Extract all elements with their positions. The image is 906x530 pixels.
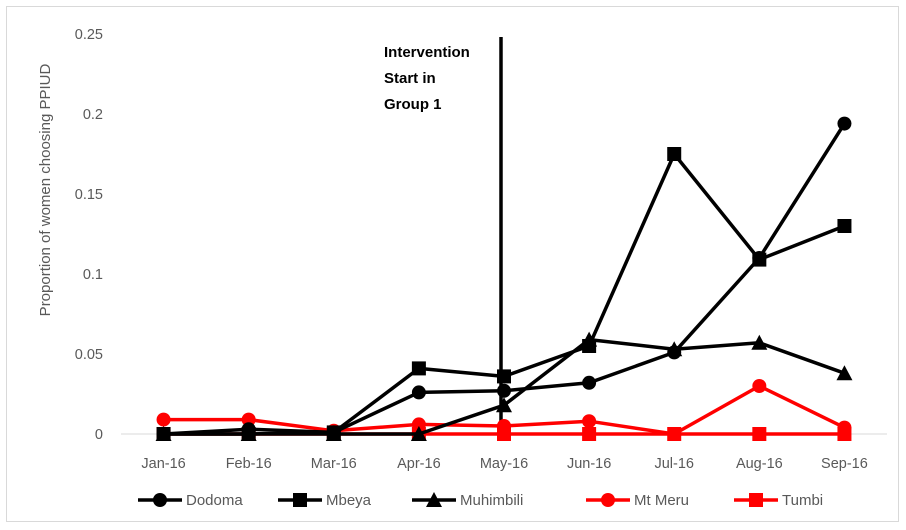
data-point-tumbi	[582, 427, 597, 441]
data-point-muhimbili	[496, 397, 512, 413]
chart-frame	[6, 6, 899, 522]
y-tick-label: 0.15	[75, 187, 103, 203]
x-tick-label: Apr-16	[397, 456, 441, 472]
data-point-muhimbili	[410, 426, 427, 441]
legend-swatch-marker	[601, 493, 615, 507]
data-point-dodoma	[411, 385, 426, 400]
series-layer	[155, 116, 853, 441]
x-tick-label: Mar-16	[311, 456, 357, 472]
data-point-mt-meru	[752, 379, 767, 393]
data-point-mt-meru	[156, 412, 171, 427]
data-point-mbeya	[582, 339, 597, 353]
series-dodoma	[156, 116, 852, 441]
legend-swatch-marker	[426, 492, 442, 507]
data-point-dodoma	[241, 422, 256, 437]
legend: Dodoma Mbeya Muhimbili Mt Meru Tumbi	[138, 492, 823, 509]
data-point-mt-meru	[837, 420, 852, 435]
x-tick-label: May-16	[480, 456, 528, 472]
y-tick-label: 0.1	[83, 267, 103, 283]
legend-item-mt-meru: Mt Meru	[586, 492, 689, 509]
intervention-label-line-2: Start in	[384, 70, 436, 87]
x-tick-labels: Jan-16 Feb-16 Mar-16 Apr-16 May-16 Jun-16 Jul-…	[141, 456, 867, 472]
intervention-label-line-3: Group 1	[384, 96, 442, 113]
data-point-mbeya	[667, 147, 682, 161]
y-axis-title: Proportion of women choosing PPIUD	[37, 64, 54, 317]
y-tick-label: 0.2	[83, 107, 103, 123]
x-tick-label: Aug-16	[736, 456, 783, 472]
legend-swatch-marker	[153, 493, 167, 507]
x-tick-label: Feb-16	[226, 456, 272, 472]
legend-label: Tumbi	[782, 492, 823, 509]
data-point-dodoma	[156, 427, 171, 441]
data-point-mt-meru	[411, 417, 426, 432]
x-tick-label: Jun-16	[567, 456, 611, 472]
data-point-mt-meru	[667, 427, 682, 441]
data-point-dodoma	[326, 425, 341, 440]
x-tick-label: Jul-16	[654, 456, 694, 472]
y-tick-label: 0	[95, 427, 103, 443]
x-tick-label: Jan-16	[141, 456, 185, 472]
data-point-tumbi	[752, 427, 767, 441]
data-point-muhimbili	[751, 334, 768, 350]
data-point-muhimbili	[836, 365, 853, 381]
data-point-mbeya	[837, 219, 852, 233]
data-point-dodoma	[497, 383, 511, 398]
data-point-mt-meru	[241, 412, 256, 427]
data-point-mt-meru	[497, 419, 511, 433]
x-tick-label: Sep-16	[821, 456, 868, 472]
legend-label: Dodoma	[186, 492, 243, 509]
legend-item-tumbi: Tumbi	[734, 492, 823, 509]
y-tick-label: 0.05	[75, 347, 103, 363]
y-tick-label: 0.25	[75, 27, 103, 43]
legend-item-mbeya: Mbeya	[278, 492, 372, 509]
data-point-dodoma	[582, 375, 597, 390]
legend-item-muhimbili: Muhimbili	[412, 492, 523, 509]
data-point-dodoma	[837, 116, 852, 131]
y-tick-labels: 0 0.05 0.1 0.15 0.2 0.25	[75, 27, 103, 443]
legend-label: Muhimbili	[460, 492, 523, 509]
legend-swatch-marker	[293, 493, 307, 507]
legend-swatch-marker	[749, 493, 763, 507]
data-point-mt-meru	[582, 414, 597, 429]
data-point-dodoma	[667, 345, 682, 360]
legend-item-dodoma: Dodoma	[138, 492, 243, 509]
legend-label: Mt Meru	[634, 492, 689, 509]
data-point-mbeya	[411, 361, 426, 376]
data-point-dodoma	[752, 251, 767, 265]
intervention-annotation: Intervention Start in Group 1	[384, 37, 503, 434]
data-point-mbeya	[497, 369, 511, 384]
intervention-label-line-1: Intervention	[384, 44, 470, 61]
legend-label: Mbeya	[326, 492, 372, 509]
